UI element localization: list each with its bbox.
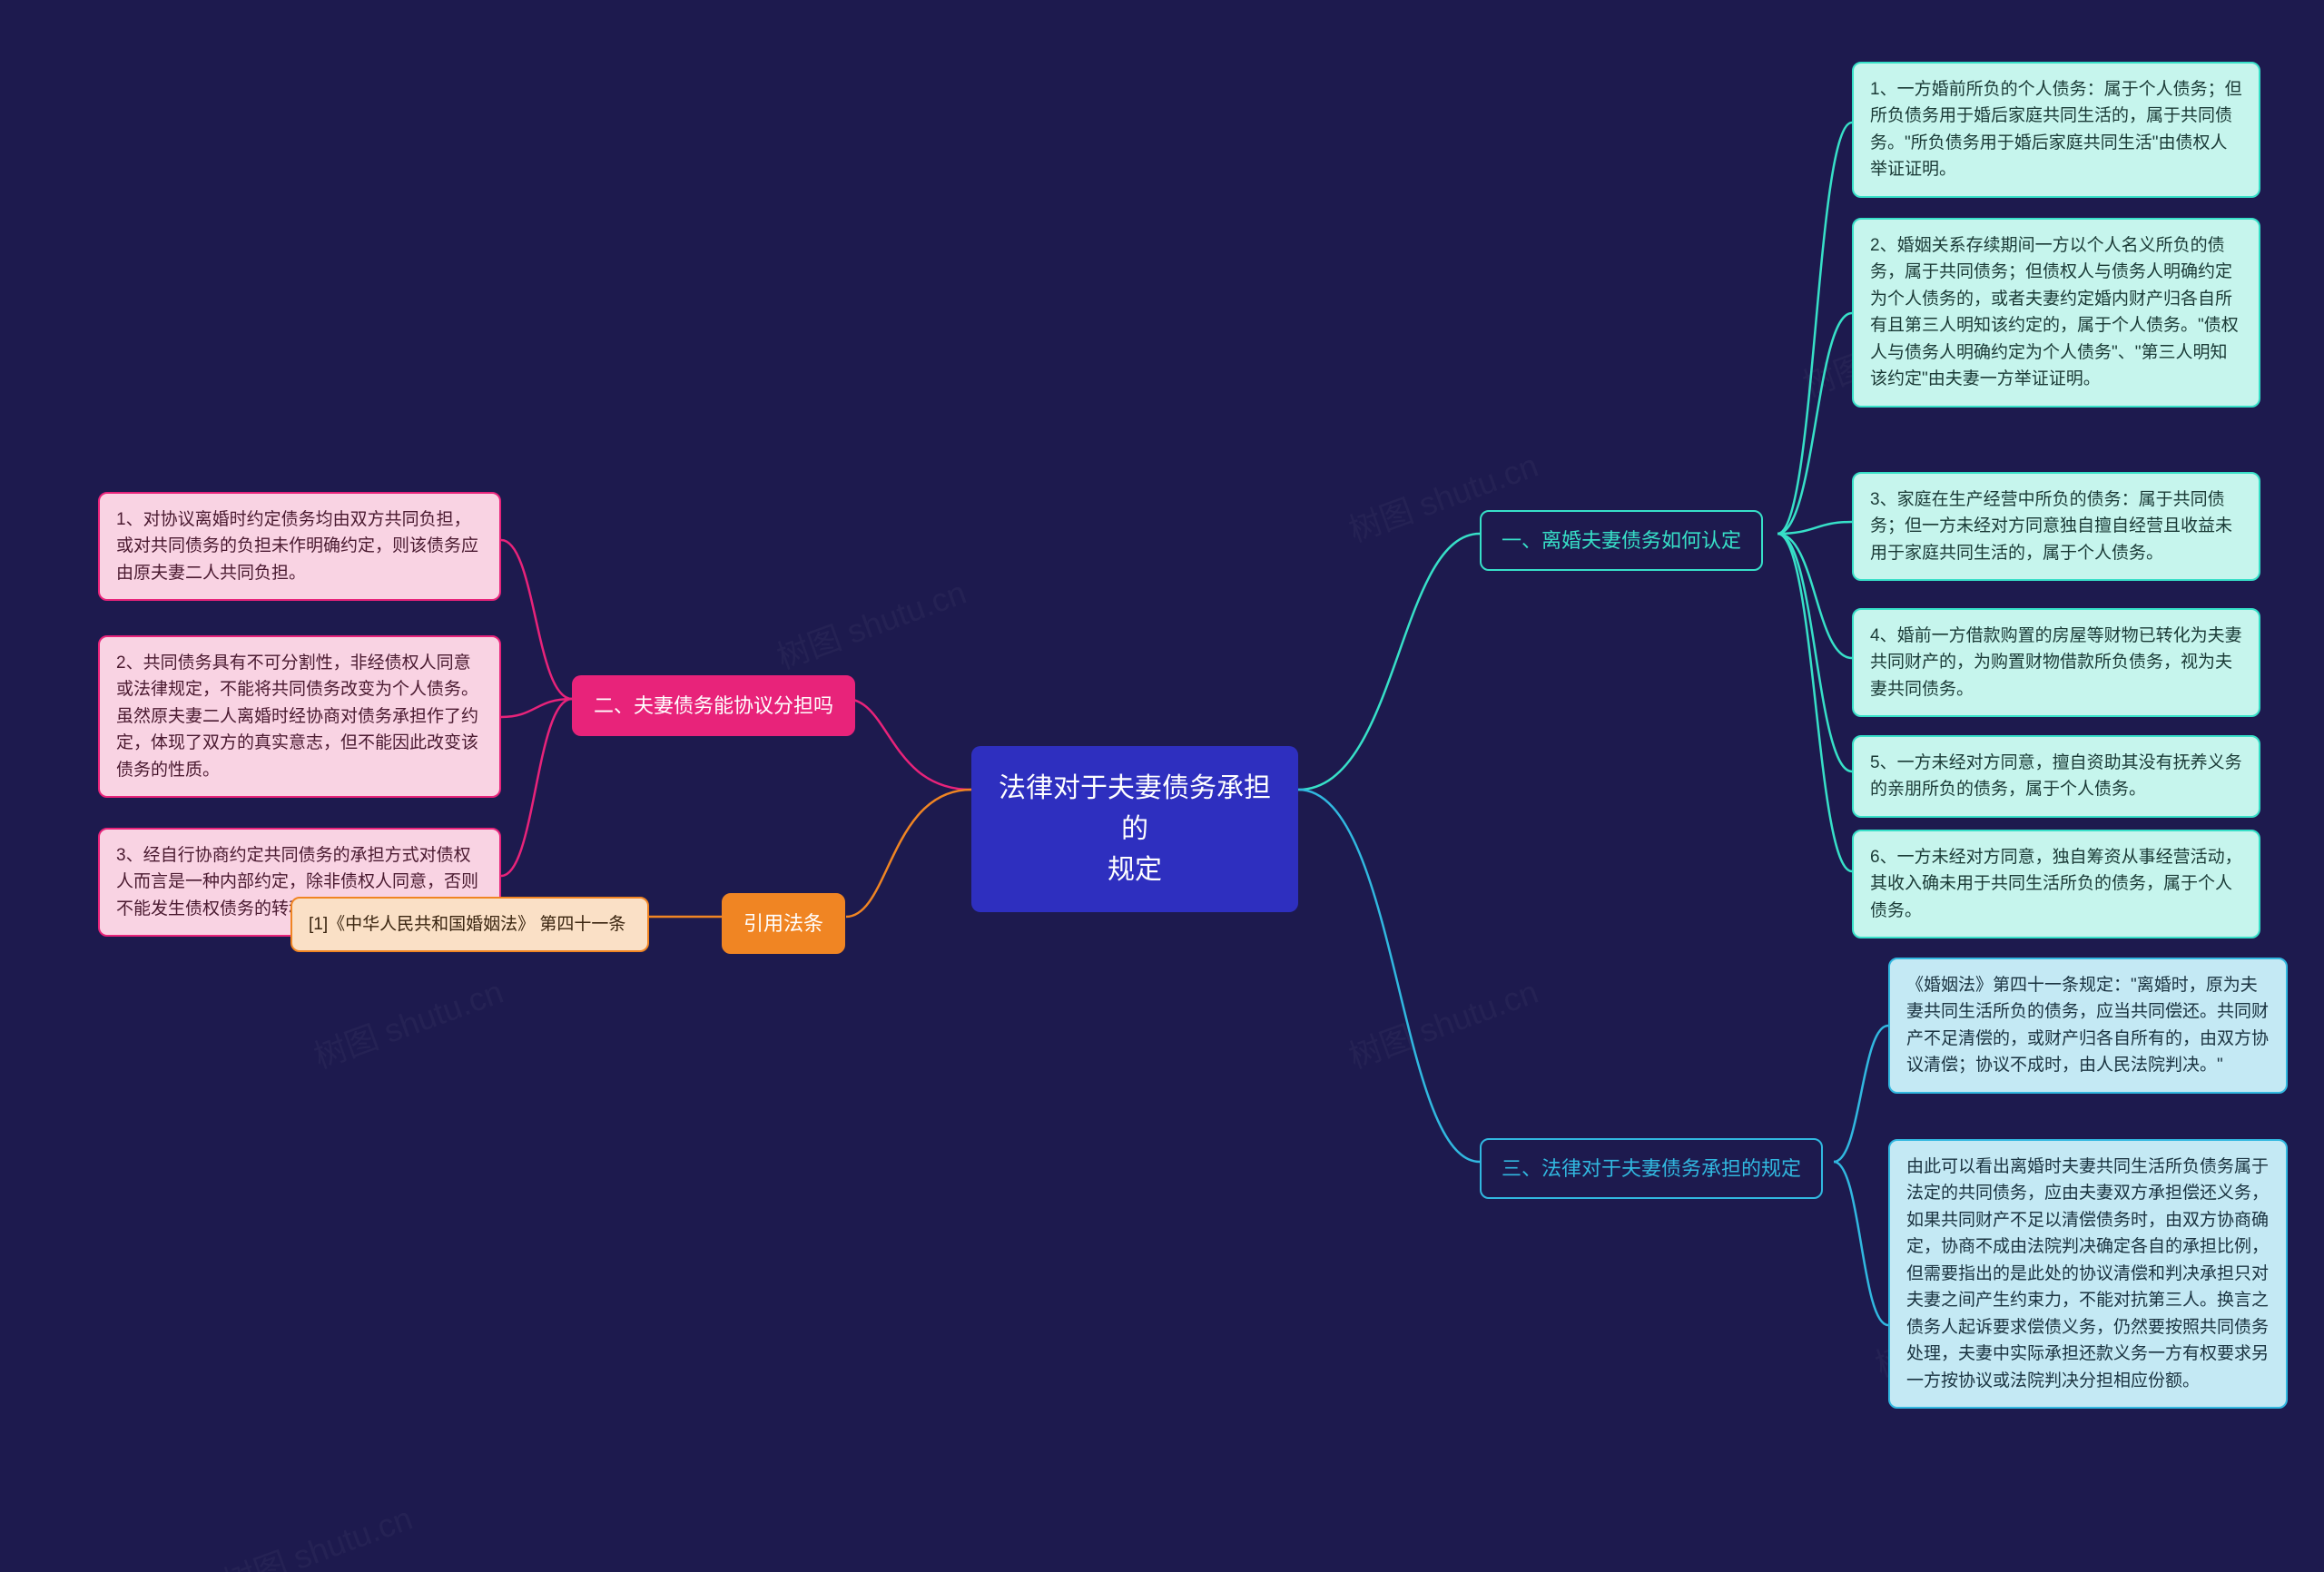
leaf-text: 6、一方未经对方同意，独自筹资从事经营活动，其收入确未用于共同生活所负的债务，属…: [1870, 848, 2242, 920]
branch-1-leaf-4: 4、婚前一方借款购置的房屋等财物已转化为夫妻共同财产的，为购置财物借款所负债务，…: [1852, 608, 2260, 717]
branch-1-leaf-1: 1、一方婚前所负的个人债务：属于个人债务；但所负债务用于婚后家庭共同生活的，属于…: [1852, 62, 2260, 198]
leaf-text: 《婚姻法》第四十一条规定："离婚时，原为夫妻共同生活所负的债务，应当共同偿还。共…: [1906, 976, 2269, 1075]
branch-1-leaf-6: 6、一方未经对方同意，独自筹资从事经营活动，其收入确未用于共同生活所负的债务，属…: [1852, 830, 2260, 938]
branch-4-label: 引用法条: [743, 912, 823, 935]
center-node: 法律对于夫妻债务承担的 规定: [971, 746, 1298, 912]
branch-1-leaf-3: 3、家庭在生产经营中所负的债务：属于共同债务；但一方未经对方同意独自擅自经营且收…: [1852, 472, 2260, 581]
leaf-text: 2、婚姻关系存续期间一方以个人名义所负的债务，属于共同债务；但债权人与债务人明确…: [1870, 236, 2239, 388]
leaf-text: 1、对协议离婚时约定债务均由双方共同负担，或对共同债务的负担未作明确约定，则该债…: [116, 510, 478, 583]
watermark: 树图 shutu.cn: [770, 566, 972, 678]
branch-1-label: 一、离婚夫妻债务如何认定: [1502, 529, 1741, 552]
branch-4: 引用法条: [722, 893, 845, 954]
watermark: 树图 shutu.cn: [216, 1492, 419, 1572]
watermark: 树图 shutu.cn: [1342, 966, 1544, 1077]
leaf-text: 4、婚前一方借款购置的房屋等财物已转化为夫妻共同财产的，为购置财物借款所负债务，…: [1870, 626, 2242, 699]
branch-1: 一、离婚夫妻债务如何认定: [1480, 510, 1763, 571]
leaf-text: 5、一方未经对方同意，擅自资助其没有抚养义务的亲朋所负的债务，属于个人债务。: [1870, 753, 2242, 799]
branch-3-leaf-2: 由此可以看出离婚时夫妻共同生活所负债务属于法定的共同债务，应由夫妻双方承担偿还义…: [1888, 1139, 2288, 1409]
branch-2-label: 二、夫妻债务能协议分担吗: [594, 694, 833, 717]
branch-1-leaf-5: 5、一方未经对方同意，擅自资助其没有抚养义务的亲朋所负的债务，属于个人债务。: [1852, 735, 2260, 818]
center-label: 法律对于夫妻债务承担的 规定: [999, 773, 1271, 885]
branch-3: 三、法律对于夫妻债务承担的规定: [1480, 1138, 1823, 1199]
watermark: 树图 shutu.cn: [307, 966, 509, 1077]
branch-2: 二、夫妻债务能协议分担吗: [572, 675, 855, 736]
leaf-text: [1]《中华人民共和国婚姻法》 第四十一条: [309, 915, 625, 934]
leaf-text: 由此可以看出离婚时夫妻共同生活所负债务属于法定的共同债务，应由夫妻双方承担偿还义…: [1906, 1157, 2269, 1390]
branch-2-leaf-2: 2、共同债务具有不可分割性，非经债权人同意或法律规定，不能将共同债务改变为个人债…: [98, 635, 501, 798]
leaf-text: 3、家庭在生产经营中所负的债务：属于共同债务；但一方未经对方同意独自擅自经营且收…: [1870, 490, 2232, 563]
branch-3-leaf-1: 《婚姻法》第四十一条规定："离婚时，原为夫妻共同生活所负的债务，应当共同偿还。共…: [1888, 958, 2288, 1094]
branch-3-label: 三、法律对于夫妻债务承担的规定: [1502, 1157, 1801, 1180]
leaf-text: 1、一方婚前所负的个人债务：属于个人债务；但所负债务用于婚后家庭共同生活的，属于…: [1870, 80, 2242, 179]
branch-1-leaf-2: 2、婚姻关系存续期间一方以个人名义所负的债务，属于共同债务；但债权人与债务人明确…: [1852, 218, 2260, 408]
branch-2-leaf-1: 1、对协议离婚时约定债务均由双方共同负担，或对共同债务的负担未作明确约定，则该债…: [98, 492, 501, 601]
branch-4-leaf-1: [1]《中华人民共和国婚姻法》 第四十一条: [290, 897, 649, 952]
leaf-text: 2、共同债务具有不可分割性，非经债权人同意或法律规定，不能将共同债务改变为个人债…: [116, 653, 478, 780]
